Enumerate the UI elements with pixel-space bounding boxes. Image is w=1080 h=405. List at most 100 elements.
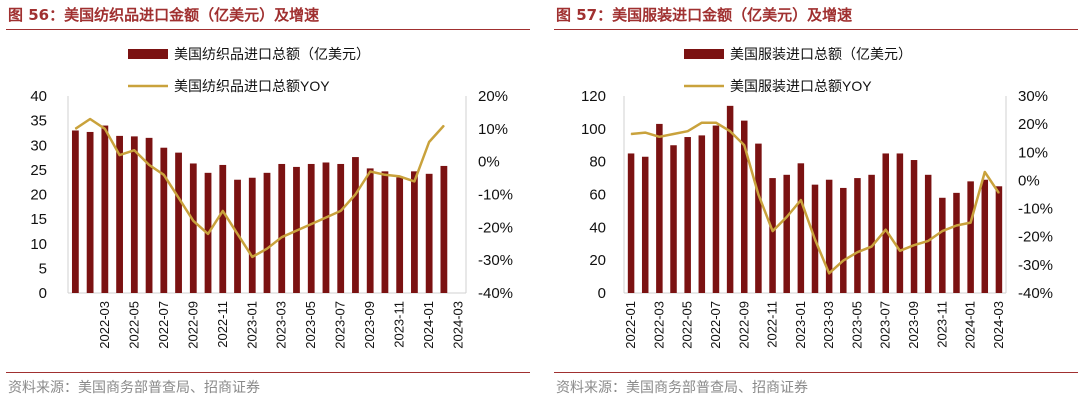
yoy-point xyxy=(369,171,371,173)
bar xyxy=(145,137,153,293)
y-left-tick-label: 60 xyxy=(589,187,606,204)
yoy-point xyxy=(295,230,297,232)
legend-swatch-bar xyxy=(128,49,168,59)
y-left-tick-label: 0 xyxy=(598,285,606,302)
yoy-point xyxy=(148,164,150,166)
bar xyxy=(71,130,79,293)
bar xyxy=(411,171,418,293)
x-tick-label: 2022-07 xyxy=(708,301,723,349)
y-right-tick-label: 10% xyxy=(1018,144,1048,161)
x-tick-label: 2024-03 xyxy=(451,301,466,349)
y-right-tick-label: -30% xyxy=(478,252,513,269)
bar xyxy=(854,178,861,293)
bar xyxy=(248,177,256,293)
yoy-point xyxy=(354,194,356,195)
yoy-point xyxy=(885,229,887,231)
chart-panel-apparel: 图 57：美国服装进口金额（亿美元）及增速 美国服装进口总额（亿美元） 美国服装进… xyxy=(548,0,1080,405)
bar xyxy=(322,162,330,293)
x-tick-label: 2022-09 xyxy=(736,301,751,349)
chart-panel-textiles: 图 56：美国纺织品进口金额（亿美元）及增速 美国纺织品进口总额（亿美元） 美国纺… xyxy=(6,6,530,396)
bar xyxy=(825,179,833,293)
yoy-point xyxy=(251,256,253,258)
yoy-point xyxy=(955,224,957,226)
yoy-point xyxy=(644,132,646,134)
y-right-tick-label: -40% xyxy=(478,285,513,302)
y-left-tick-label: 100 xyxy=(581,121,606,138)
bar xyxy=(160,147,168,293)
yoy-point xyxy=(913,244,915,246)
bar xyxy=(175,152,182,293)
x-tick-label: 2023-11 xyxy=(934,301,949,348)
yoy-point xyxy=(133,149,135,151)
yoy-point xyxy=(658,136,660,138)
bar xyxy=(352,157,359,293)
yoy-point xyxy=(281,236,283,238)
yoy-point xyxy=(786,216,788,218)
yoy-point xyxy=(842,260,844,262)
y-left-tick-label: 20 xyxy=(589,252,606,269)
yoy-point xyxy=(673,133,675,135)
bar xyxy=(995,186,1003,293)
bar xyxy=(627,153,635,293)
y-left-tick-label: 40 xyxy=(30,88,47,105)
bar xyxy=(425,173,433,293)
y-left-tick-label: 80 xyxy=(589,154,606,171)
y-right-tick-label: -40% xyxy=(1018,285,1053,302)
y-left-tick-label: 35 xyxy=(30,113,47,130)
y-right-tick-label: -30% xyxy=(1018,257,1053,274)
yoy-point xyxy=(927,240,929,242)
bar xyxy=(840,187,847,293)
bar xyxy=(924,174,932,293)
x-tick-label: 2023-05 xyxy=(303,301,318,349)
bar xyxy=(684,137,691,293)
title-divider xyxy=(554,29,1078,30)
bar xyxy=(381,171,389,293)
x-tick-label: 2022-09 xyxy=(185,301,200,349)
yoy-point xyxy=(715,122,717,124)
y-left-tick-label: 0 xyxy=(39,285,47,302)
x-tick-label: 2024-03 xyxy=(991,301,1006,349)
yoy-point xyxy=(74,128,76,130)
y-right-tick-label: 0% xyxy=(1018,172,1040,189)
y-left-tick-label: 120 xyxy=(581,88,606,105)
yoy-point xyxy=(800,199,802,201)
yoy-point xyxy=(340,210,342,212)
x-tick-label: 2023-05 xyxy=(849,301,864,349)
yoy-point xyxy=(384,174,386,176)
bar xyxy=(939,197,946,293)
yoy-point xyxy=(428,141,430,143)
bar xyxy=(337,163,345,293)
bar xyxy=(967,181,974,293)
bar xyxy=(366,168,374,293)
source-divider xyxy=(6,372,530,373)
y-right-tick-label: -20% xyxy=(478,219,513,236)
bar xyxy=(440,165,448,293)
bar xyxy=(797,163,805,293)
yoy-point xyxy=(310,223,312,225)
bar xyxy=(726,105,734,293)
yoy-point xyxy=(325,216,327,218)
y-right-tick-label: 0% xyxy=(478,154,500,171)
title-divider xyxy=(6,29,530,30)
y-right-tick-label: -10% xyxy=(478,187,513,204)
yoy-point xyxy=(178,197,180,199)
yoy-point xyxy=(757,194,759,195)
x-tick-label: 2024-01 xyxy=(421,301,436,349)
apparel-import-chart: 美国服装进口总额（亿美元） 美国服装进口总额YOY 0 20 40 60 80 100 120 -… xyxy=(581,46,1053,349)
y-left-tick-label: 30 xyxy=(30,137,47,154)
x-tick-label: 2023-07 xyxy=(878,301,893,349)
bar xyxy=(868,174,875,293)
yoy-point xyxy=(701,122,703,124)
yoy-point xyxy=(941,230,943,232)
y-left-tick-label: 20 xyxy=(30,187,47,204)
bar xyxy=(219,164,227,293)
y-left-tick-label: 15 xyxy=(30,211,47,228)
yoy-point xyxy=(192,220,194,222)
legend-swatch-bar xyxy=(684,49,724,59)
x-tick-label: 2023-01 xyxy=(244,301,259,349)
yoy-point xyxy=(222,210,224,212)
bar xyxy=(86,131,94,293)
bar xyxy=(656,123,663,294)
x-tick-label: 2022-11 xyxy=(215,301,230,348)
legend-label-bar: 美国纺织品进口总额（亿美元） xyxy=(174,46,370,62)
